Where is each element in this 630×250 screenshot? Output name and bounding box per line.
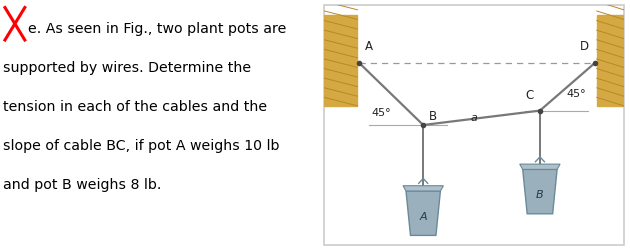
Polygon shape [520, 164, 560, 170]
Text: D: D [580, 40, 589, 53]
Text: supported by wires. Determine the: supported by wires. Determine the [3, 61, 251, 75]
Text: 45°: 45° [566, 89, 586, 99]
Text: 45°: 45° [372, 108, 391, 118]
Text: tension in each of the cables and the: tension in each of the cables and the [3, 100, 267, 114]
Polygon shape [403, 186, 444, 191]
Text: a: a [471, 113, 478, 123]
Text: slope of cable BC, if pot A weighs 10 lb: slope of cable BC, if pot A weighs 10 lb [3, 139, 280, 153]
Bar [597, 14, 624, 106]
Text: B: B [429, 110, 437, 122]
Text: A: A [365, 40, 373, 53]
Text: A: A [420, 212, 427, 222]
Polygon shape [406, 191, 440, 236]
Text: and pot B weighs 8 lb.: and pot B weighs 8 lb. [3, 178, 162, 192]
Bar [324, 14, 357, 106]
Polygon shape [523, 170, 557, 214]
Text: C: C [525, 89, 534, 102]
Text: e. As seen in Fig., two plant pots are: e. As seen in Fig., two plant pots are [28, 22, 287, 36]
Text: B: B [536, 190, 544, 200]
